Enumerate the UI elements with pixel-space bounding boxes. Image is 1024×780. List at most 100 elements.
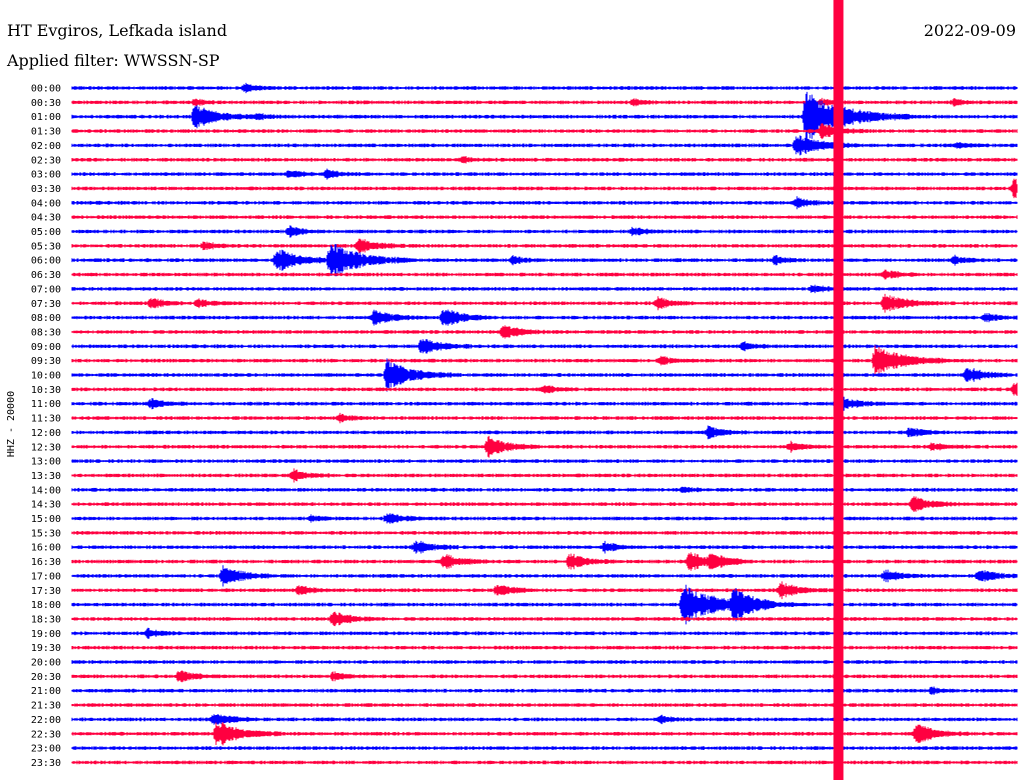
- time-tick-label: 11:00: [31, 399, 61, 410]
- time-tick-label: 19:00: [31, 629, 61, 640]
- time-tick-label: 02:30: [31, 155, 61, 166]
- time-tick-label: 12:30: [31, 442, 61, 453]
- time-tick-label: 10:30: [31, 385, 61, 396]
- time-tick-label: 09:00: [31, 342, 61, 353]
- time-tick-label: 04:30: [31, 213, 61, 224]
- trace-row: [71, 309, 1018, 326]
- time-tick-label: 05:30: [31, 241, 61, 252]
- trace-row: [71, 513, 1018, 524]
- time-tick-label: 21:00: [31, 686, 61, 697]
- trace-row: [71, 178, 1018, 199]
- time-tick-label: 19:30: [31, 643, 61, 654]
- time-tick-label: 23:00: [31, 744, 61, 755]
- trace-row: [71, 215, 1018, 219]
- trace-row: [71, 686, 1018, 695]
- trace-row: [71, 345, 1018, 376]
- trace-row: [71, 269, 1018, 280]
- time-tick-label: 08:00: [31, 313, 61, 324]
- filter-label: Applied filter: WWSSN-SP: [6, 51, 220, 70]
- time-tick-label: 15:00: [31, 514, 61, 525]
- time-tick-label: 01:30: [31, 127, 61, 138]
- trace-row: [71, 382, 1018, 396]
- trace-row: [71, 123, 1018, 140]
- trace-row: [71, 244, 1018, 277]
- time-tick-label: 07:00: [31, 284, 61, 295]
- time-tick-label: 08:30: [31, 327, 61, 338]
- trace-row: [71, 196, 1018, 210]
- time-tick-label: 00:30: [31, 98, 61, 109]
- trace-row: [71, 156, 1018, 164]
- trace-row: [71, 611, 1018, 627]
- trace-row: [71, 670, 1018, 683]
- trace-row: [71, 703, 1018, 707]
- time-tick-label: 16:00: [31, 543, 61, 554]
- time-tick-label: 13:00: [31, 457, 61, 468]
- trace-row: [71, 581, 1018, 600]
- time-tick-label: 06:00: [31, 256, 61, 267]
- time-tick-label: 22:00: [31, 715, 61, 726]
- trace-row: [71, 746, 1018, 750]
- time-tick-label: 18:00: [31, 600, 61, 611]
- trace-row: [71, 82, 1018, 94]
- time-tick-label: 21:30: [31, 701, 61, 712]
- time-tick-label: 03:30: [31, 184, 61, 195]
- time-tick-labels: 00:00 00:30 01:00 01:30 02:00 02:30 03:00 03:30…: [31, 84, 61, 769]
- trace-row: [71, 540, 1018, 554]
- record-date: 2022-09-09: [924, 21, 1016, 40]
- trace-row: [71, 325, 1018, 339]
- time-tick-label: 04:00: [31, 198, 61, 209]
- time-tick-label: 23:30: [31, 758, 61, 769]
- trace-row: [71, 565, 1018, 587]
- trace-row: [71, 358, 1018, 392]
- time-tick-label: 22:30: [31, 729, 61, 740]
- trace-row: [71, 468, 1018, 483]
- time-tick-label: 01:00: [31, 112, 61, 123]
- time-tick-label: 11:30: [31, 414, 61, 425]
- saturated-signal-band: [833, 0, 844, 780]
- time-tick-label: 06:30: [31, 270, 61, 281]
- trace-lines: [71, 0, 1018, 780]
- trace-row: [71, 135, 1018, 156]
- trace-row: [71, 168, 1018, 180]
- trace-row: [71, 435, 1018, 458]
- time-tick-label: 14:30: [31, 500, 61, 511]
- trace-row: [71, 97, 1018, 107]
- time-tick-label: 17:30: [31, 586, 61, 597]
- trace-row: [71, 760, 1018, 765]
- trace-row: [71, 293, 1018, 313]
- trace-row: [71, 722, 1018, 746]
- time-tick-label: 17:00: [31, 571, 61, 582]
- trace-row: [71, 339, 1018, 354]
- y-axis-channel-label: HHZ - 20000: [6, 391, 17, 457]
- time-tick-label: 00:00: [31, 84, 61, 95]
- trace-row: [71, 496, 1018, 512]
- trace-row: [71, 552, 1018, 571]
- trace-row: [71, 395, 1018, 412]
- time-tick-label: 12:00: [31, 428, 61, 439]
- trace-row: [71, 486, 1018, 493]
- time-tick-label: 09:30: [31, 356, 61, 367]
- time-tick-label: 15:30: [31, 528, 61, 539]
- time-tick-label: 16:30: [31, 557, 61, 568]
- time-tick-label: 07:30: [31, 299, 61, 310]
- trace-row: [71, 584, 1018, 625]
- trace-row: [71, 627, 1018, 639]
- trace-row: [71, 714, 1018, 725]
- time-tick-label: 13:30: [31, 471, 61, 482]
- time-tick-label: 20:30: [31, 672, 61, 683]
- time-tick-label: 02:00: [31, 141, 61, 152]
- time-tick-label: 18:30: [31, 614, 61, 625]
- trace-row: [71, 645, 1018, 650]
- trace-row: [71, 225, 1018, 238]
- time-tick-label: 03:00: [31, 170, 61, 181]
- trace-row: [71, 412, 1018, 424]
- trace-row: [71, 425, 1018, 440]
- trace-row: [71, 91, 1018, 142]
- time-tick-label: 14:00: [31, 485, 61, 496]
- time-tick-label: 20:00: [31, 658, 61, 669]
- station-title: HT Evgiros, Lefkada island: [7, 21, 227, 40]
- trace-row: [71, 531, 1018, 535]
- trace-row: [71, 459, 1018, 463]
- time-tick-label: 10:00: [31, 371, 61, 382]
